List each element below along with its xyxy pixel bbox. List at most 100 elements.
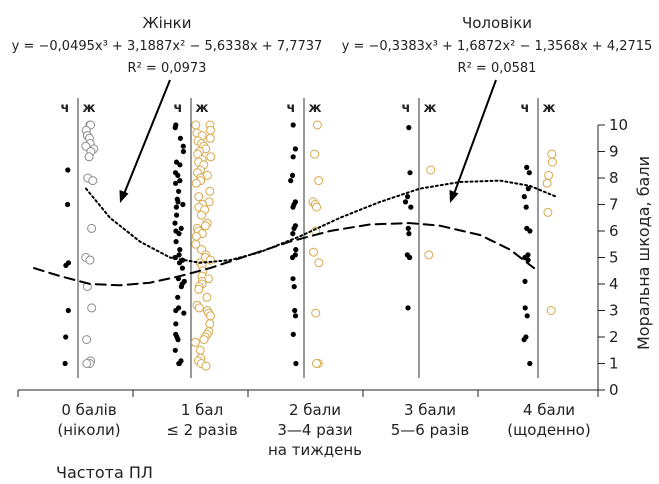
women-data-point	[206, 125, 215, 135]
women-data-point	[196, 210, 206, 220]
women-data-point	[85, 255, 95, 265]
women-fit-equation: y = −0,0495x³ + 3,1887x² − 5,6338x + 7,7…	[12, 39, 323, 54]
x-category-label: 4 бали	[523, 401, 575, 419]
fit-annotations: Жінки y = −0,0495x³ + 3,1887x² − 5,6338x…	[12, 14, 653, 203]
women-data-point	[82, 359, 92, 368]
men-data-point	[522, 305, 528, 311]
women-data-point	[190, 337, 200, 347]
men-data-point	[292, 313, 299, 319]
men-data-point	[173, 307, 179, 314]
men-data-point	[525, 257, 531, 263]
men-data-point	[175, 337, 181, 343]
women-data-point	[543, 207, 553, 217]
men-data-point	[65, 201, 71, 208]
women-data-point	[205, 319, 215, 329]
men-fit-equation: y = −0,3383x³ + 1,6872x² − 1,3568x + 4,2…	[342, 39, 653, 54]
group-label-women: ж	[543, 101, 556, 116]
women-data-point	[314, 176, 324, 186]
group-label-women: ж	[83, 101, 96, 116]
y-tick-label: 9	[609, 143, 619, 161]
women-data-point	[202, 292, 212, 302]
x-category-label: 1 бал	[181, 401, 223, 419]
x-category-label: на тиждень	[268, 441, 362, 459]
women-arrow-head	[119, 190, 129, 203]
women-data-point	[542, 178, 552, 188]
men-data-point	[176, 231, 182, 237]
women-data-point	[88, 176, 98, 186]
women-data-point	[82, 335, 92, 345]
men-data-point	[177, 247, 183, 253]
women-annotation-arrow	[123, 79, 171, 195]
women-data-point	[191, 239, 201, 249]
men-data-point	[174, 212, 180, 218]
men-data-point	[402, 199, 409, 205]
men-data-point	[177, 162, 183, 168]
women-data-point	[547, 157, 557, 167]
men-data-point	[290, 204, 296, 210]
women-data-point	[84, 152, 94, 162]
women-data-point	[194, 303, 204, 313]
axes: 0 1 2 3 4 5 6 7 8 9 10 0 балів (ніколи) 1 бал ≤ 2 разі…	[17, 116, 628, 459]
y-tick-label: 5	[609, 249, 619, 267]
women-data-point	[200, 221, 210, 231]
women-data-point	[312, 120, 322, 130]
men-data-point	[176, 252, 182, 258]
men-data-point	[178, 225, 184, 231]
y-tick-label: 8	[609, 169, 619, 187]
y-tick-label: 10	[609, 116, 628, 134]
men-data-point	[521, 194, 527, 200]
men-data-point	[179, 265, 185, 271]
x-category-label: (щоденно)	[507, 421, 590, 439]
men-data-point	[175, 294, 181, 300]
men-data-point	[405, 305, 411, 311]
men-data-point	[290, 122, 296, 128]
men-data-point	[524, 313, 530, 319]
men-data-point	[291, 284, 297, 290]
men-data-point	[290, 154, 296, 160]
x-category-label: 2 бали	[289, 401, 341, 419]
women-data-point	[310, 149, 320, 159]
men-data-point	[292, 146, 298, 152]
men-data-point	[521, 337, 527, 343]
men-data-point	[525, 186, 531, 192]
men-data-point	[527, 360, 533, 367]
men-data-point	[175, 172, 181, 178]
women-data-point	[191, 178, 201, 188]
women-data-point	[191, 231, 201, 241]
x-category-label: 3—4 рази	[277, 421, 352, 439]
y-tick-label: 2	[609, 328, 619, 346]
men-data-point	[289, 172, 296, 178]
men-data-point	[65, 167, 71, 173]
x-category-label: 3 бали	[404, 401, 456, 419]
men-data-point	[293, 247, 299, 253]
x-category-label: 5—6 разів	[391, 421, 470, 439]
women-data-point	[205, 133, 215, 143]
women-data-point	[194, 284, 204, 294]
women-data-point	[312, 359, 321, 368]
men-fit-r2: R² = 0,0581	[458, 61, 537, 76]
men-data-point	[407, 254, 413, 261]
y-tick-label: 0	[609, 381, 619, 399]
men-fit-line	[33, 222, 535, 287]
men-data-point	[405, 194, 411, 200]
men-data-point	[407, 170, 413, 176]
group-label-men: ч	[61, 101, 70, 116]
women-data-point	[199, 335, 209, 345]
men-data-point	[288, 178, 294, 184]
men-data-point	[173, 239, 179, 245]
men-data-point	[527, 228, 533, 234]
women-data-point	[195, 345, 205, 355]
x-category-label: (ніколи)	[57, 421, 120, 439]
y-tick-label: 1	[609, 355, 619, 373]
y-tick-label: 4	[609, 275, 619, 293]
men-data-point	[290, 231, 296, 237]
men-data-point	[178, 284, 184, 290]
women-data-point	[206, 311, 215, 321]
x-category-label: 0 балів	[61, 401, 116, 419]
men-data-point	[526, 170, 532, 176]
group-label-women: ж	[309, 101, 322, 116]
y-axis-title: Моральна шкода, бали	[634, 156, 653, 350]
men-data-point	[172, 125, 178, 131]
men-data-point	[522, 278, 528, 284]
women-data-point	[205, 255, 215, 265]
